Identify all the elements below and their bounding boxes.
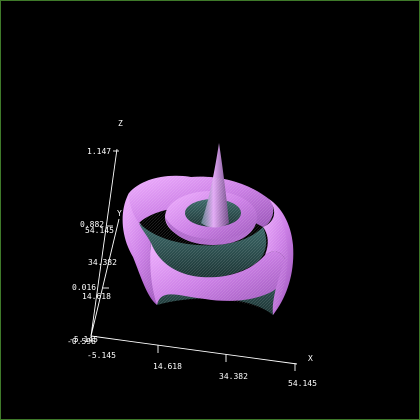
y-axis-label: Y	[117, 209, 122, 218]
z-tick-label: 0.882	[80, 220, 104, 229]
x-tick-label: 14.618	[153, 362, 182, 371]
z-tick-label: 0.016	[72, 283, 96, 292]
y-tick-label: -5.145	[69, 335, 98, 344]
y-axis-line	[90, 218, 120, 337]
x-axis-line	[90, 335, 298, 365]
y-tick-label: 54.145	[85, 226, 114, 235]
y-tick-label: 34.382	[88, 258, 117, 267]
z-axis-line	[90, 148, 118, 337]
z-axis-label: Z	[118, 119, 123, 128]
x-tick-label: -5.145	[87, 351, 116, 360]
y-tick-label: 14.618	[82, 292, 111, 301]
x-tick-label: 54.145	[288, 379, 317, 388]
z-tick-label: -0.598	[67, 337, 96, 346]
x-axis-label: X	[308, 354, 313, 363]
surface-mesh-texture	[126, 175, 288, 315]
x-tick-label: 34.382	[219, 372, 248, 381]
z-tick-label: 1.147	[87, 147, 111, 156]
